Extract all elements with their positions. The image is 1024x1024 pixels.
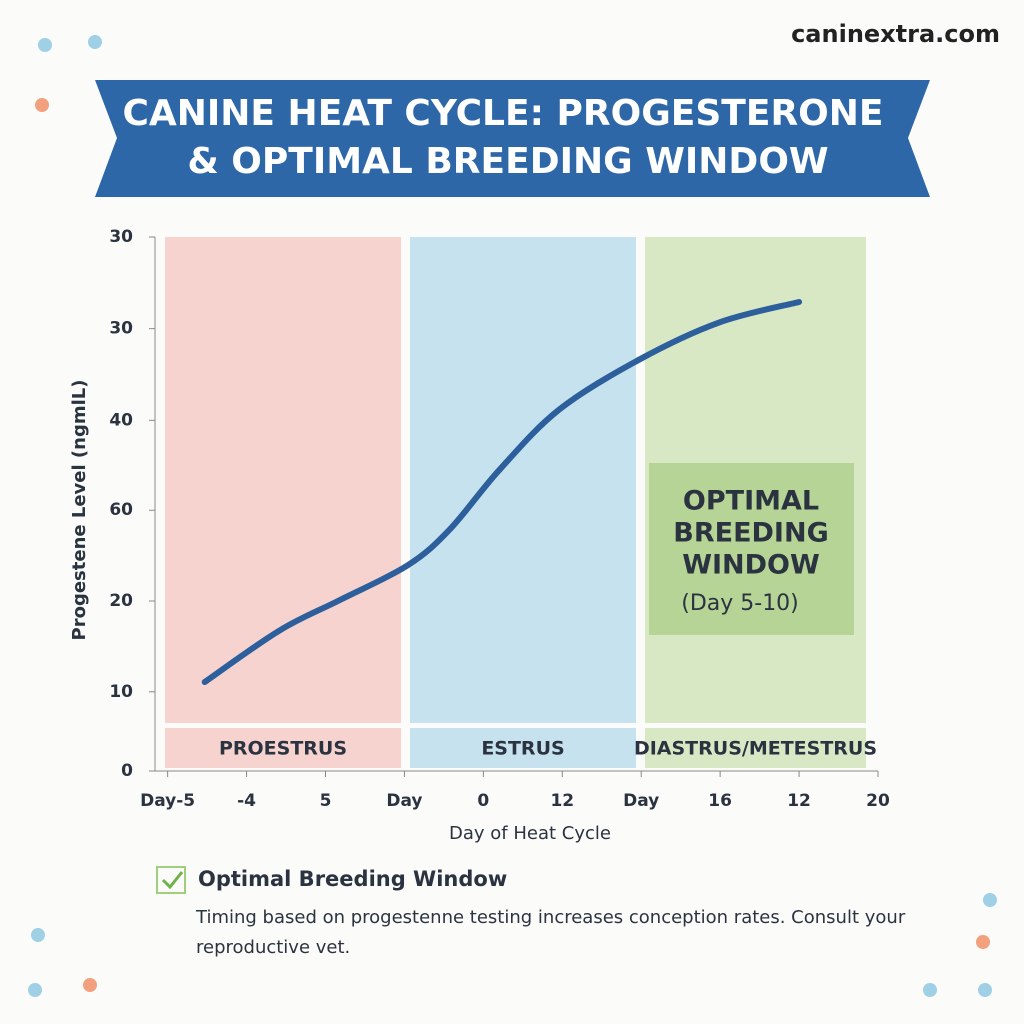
title-banner	[95, 80, 930, 197]
x-tick-label: Day-5	[140, 791, 195, 811]
phase-label-bg	[645, 728, 866, 768]
x-tick-label: -4	[237, 791, 256, 811]
phase-label-bg	[410, 728, 636, 768]
plot: PROESTRUS ESTRUS DIASTRUS/METESTRUS OPTIMAL…	[109, 227, 890, 811]
legend-label: Optimal Breeding Window	[198, 867, 507, 891]
highlight-text: WINDOW	[682, 550, 820, 581]
phase-label-bg	[165, 728, 401, 768]
chart-title: CANINE HEAT CYCLE: PROGESTERONE	[123, 93, 884, 134]
y-tick-label: 40	[109, 410, 133, 430]
highlight-text: OPTIMAL	[683, 486, 819, 517]
phase-label: DIASTRUS/METESTRUS	[634, 738, 877, 760]
x-tick-label: 5	[320, 791, 332, 811]
y-tick-label: 60	[109, 500, 133, 520]
y-axis-label: Progestene Level (ngmlL)	[69, 380, 90, 641]
phase-label: PROESTRUS	[219, 738, 347, 760]
y-tick-label: 20	[109, 591, 133, 611]
highlight-sub: (Day 5-10)	[681, 591, 799, 616]
legend-note: Timing based on progestenne testing incr…	[195, 907, 906, 928]
site-name: caninextra.com	[791, 20, 1000, 48]
y-tick-label: 30	[109, 227, 133, 247]
phase-label: ESTRUS	[481, 738, 564, 760]
x-tick-label: 16	[708, 791, 732, 811]
legend-checkbox	[156, 866, 186, 894]
highlight-box	[649, 463, 854, 635]
x-tick-label: 12	[550, 791, 574, 811]
x-axis-label: Day of Heat Cycle	[449, 823, 611, 844]
y-tick-label: 0	[121, 761, 133, 781]
phase-band	[165, 237, 401, 723]
x-tick-label: Day	[386, 791, 422, 811]
x-tick-label: 12	[787, 791, 811, 811]
y-tick-label: 10	[109, 682, 133, 702]
y-tick-label: 30	[109, 319, 133, 339]
paw-decor	[28, 35, 997, 997]
legend-check	[161, 871, 184, 890]
progesterone-line	[201, 298, 803, 685]
x-tick-label: Day	[623, 791, 659, 811]
phase-band	[410, 237, 636, 723]
legend-note: reproductive vet.	[196, 937, 350, 958]
x-tick-label: 0	[477, 791, 489, 811]
x-tick-label: 20	[866, 791, 890, 811]
highlight-text: BREEDING	[673, 518, 828, 549]
chart-title: & OPTIMAL BREEDING WINDOW	[187, 141, 828, 182]
